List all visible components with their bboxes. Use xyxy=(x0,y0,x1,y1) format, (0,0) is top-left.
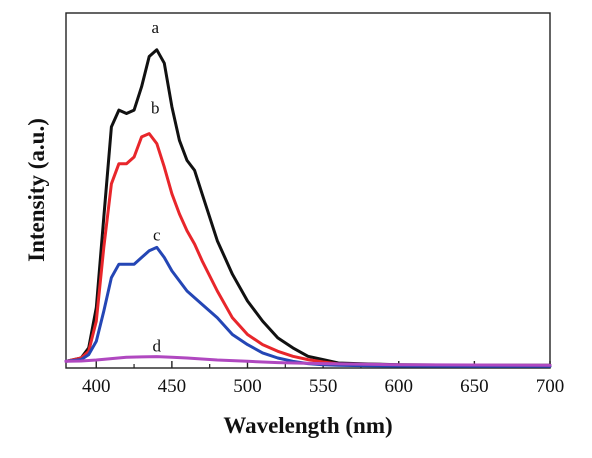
series-d-label: d xyxy=(153,336,162,355)
series-lines xyxy=(64,48,552,368)
x-tick-label-550: 550 xyxy=(309,376,338,397)
x-axis-tick-labels: 400 450 500 550 600 650 700 xyxy=(82,376,564,397)
series-c-label: c xyxy=(153,226,161,245)
x-axis-title: Wavelength (nm) xyxy=(223,413,392,438)
x-tick-label-650: 650 xyxy=(460,376,489,397)
series-b-line xyxy=(64,132,552,368)
series-a-label: a xyxy=(151,18,159,37)
x-tick-label-450: 450 xyxy=(158,376,187,397)
x-tick-label-500: 500 xyxy=(233,376,262,397)
series-d-line xyxy=(64,355,552,367)
series-b-label: b xyxy=(151,98,160,117)
series-a-line xyxy=(64,48,552,367)
x-tick-label-400: 400 xyxy=(82,376,111,397)
plot-frame xyxy=(65,12,551,369)
series-c-line xyxy=(64,245,552,368)
series-labels: a b c d xyxy=(151,18,162,355)
y-axis-title: Intensity (a.u.) xyxy=(24,118,49,262)
x-tick-label-700: 700 xyxy=(536,376,565,397)
x-tick-label-600: 600 xyxy=(385,376,414,397)
